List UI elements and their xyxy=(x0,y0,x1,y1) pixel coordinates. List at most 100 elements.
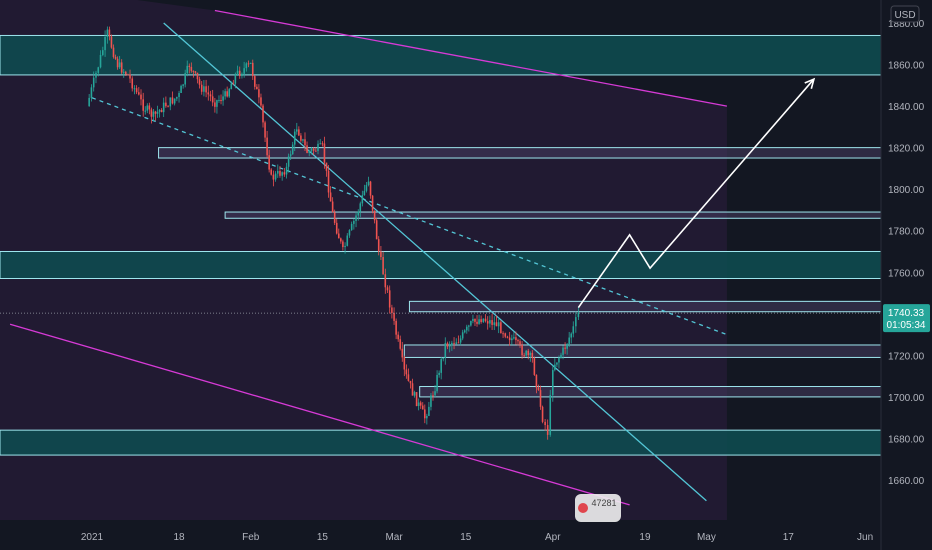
candle-body-164 xyxy=(434,391,436,396)
candle-body-126 xyxy=(355,215,357,221)
candle-body-161 xyxy=(428,406,430,416)
candle-body-205 xyxy=(521,344,523,356)
trend-line-0 xyxy=(163,22,707,502)
candle-body-71 xyxy=(238,70,241,77)
candle-body-221 xyxy=(556,362,558,365)
candle-body-163 xyxy=(432,395,434,397)
candle-body-75 xyxy=(247,63,250,65)
time-tick-1: 18 xyxy=(173,532,185,543)
zone-7 xyxy=(0,429,882,456)
price-tick-1840: 1840.00 xyxy=(888,102,925,113)
candle-body-73 xyxy=(243,68,245,74)
candle-body-107 xyxy=(315,150,317,152)
candle-body-43 xyxy=(180,85,182,94)
candle-body-38 xyxy=(169,97,172,107)
candle-body-37 xyxy=(167,106,169,108)
candle-body-169 xyxy=(444,343,447,358)
candle-body-16 xyxy=(122,71,125,73)
candle-body-225 xyxy=(564,347,566,349)
candle-body-60 xyxy=(216,100,218,107)
candle-body-167 xyxy=(440,359,442,373)
time-tick-6: Apr xyxy=(545,532,561,543)
candle-body-66 xyxy=(228,89,231,97)
candle-body-20 xyxy=(131,78,134,89)
candle-body-44 xyxy=(182,84,184,86)
currency-badge[interactable]: USD xyxy=(890,5,920,23)
candle-body-48 xyxy=(190,66,193,71)
candle-body-87 xyxy=(272,174,275,180)
candle-body-213 xyxy=(537,387,540,391)
candle-body-10 xyxy=(110,36,113,48)
candle-body-228 xyxy=(570,333,573,338)
candle-body-191 xyxy=(491,320,493,325)
candle-body-17 xyxy=(124,71,127,75)
current-price-value: 1740.33 xyxy=(888,308,925,319)
candle-body-151 xyxy=(407,374,410,381)
candle-body-184 xyxy=(476,321,478,324)
trend-line-3 xyxy=(9,323,630,506)
projection-path xyxy=(577,78,815,309)
candle-body-86 xyxy=(270,169,272,175)
candle-body-136 xyxy=(375,220,378,240)
candle-body-179 xyxy=(465,326,468,331)
candle-body-62 xyxy=(220,99,222,101)
candle-body-178 xyxy=(463,330,466,333)
candle-body-135 xyxy=(373,210,376,221)
candle-body-34 xyxy=(160,109,163,113)
candle-body-12 xyxy=(114,56,117,59)
candle-body-162 xyxy=(430,395,432,407)
candle-body-100 xyxy=(300,135,302,141)
candle-body-127 xyxy=(357,211,360,216)
candle-body-199 xyxy=(508,337,511,341)
candle-body-7 xyxy=(104,36,106,51)
candle-body-41 xyxy=(176,97,178,99)
candle-body-92 xyxy=(283,172,286,175)
candle-body-182 xyxy=(472,318,474,321)
candle-body-98 xyxy=(296,129,298,132)
candle-body-216 xyxy=(544,421,546,426)
candle-body-226 xyxy=(566,343,568,349)
candle-body-52 xyxy=(198,79,201,85)
zone-0 xyxy=(0,34,882,76)
candle-body-64 xyxy=(224,91,226,97)
candle-body-68 xyxy=(232,83,235,85)
candle-body-123 xyxy=(348,230,351,236)
candle-body-99 xyxy=(298,129,300,136)
trend-lines xyxy=(9,9,728,506)
candle-body-217 xyxy=(546,425,549,435)
candle-body-211 xyxy=(533,358,536,375)
candle-body-144 xyxy=(393,312,395,321)
candle-body-218 xyxy=(549,394,552,435)
candle-body-97 xyxy=(293,131,296,145)
candle-body-28 xyxy=(148,105,151,110)
candle-body-159 xyxy=(424,409,426,419)
candle-body-45 xyxy=(184,73,186,85)
candle-body-6 xyxy=(102,50,104,55)
candle-body-122 xyxy=(346,235,349,246)
horizontal-zones xyxy=(0,34,882,456)
watermark-badge: 47281 xyxy=(575,494,621,522)
candle-body-207 xyxy=(525,350,527,356)
candle-body-147 xyxy=(399,339,402,349)
candle-body-208 xyxy=(527,350,530,356)
candle-body-200 xyxy=(511,338,513,341)
candle-body-192 xyxy=(493,322,496,325)
price-tick-1860: 1860.00 xyxy=(888,61,925,72)
candle-body-194 xyxy=(497,322,500,327)
candle-body-134 xyxy=(371,195,374,211)
candle-body-15 xyxy=(120,62,123,73)
candle-body-201 xyxy=(513,337,515,339)
time-tick-8: May xyxy=(697,532,716,543)
candle-body-19 xyxy=(129,74,131,79)
candle-body-70 xyxy=(236,70,239,74)
candle-body-130 xyxy=(363,190,366,196)
candle-body-157 xyxy=(419,402,422,406)
candle-body-49 xyxy=(192,70,195,72)
candle-body-90 xyxy=(279,170,281,176)
candle-body-42 xyxy=(178,93,180,98)
time-axis[interactable]: 2021 18 Feb 15 Mar 15 Apr 19 May 17 Jun xyxy=(81,532,873,543)
candle-body-24 xyxy=(140,94,142,100)
candle-body-195 xyxy=(500,322,502,334)
candle-body-76 xyxy=(249,62,252,64)
